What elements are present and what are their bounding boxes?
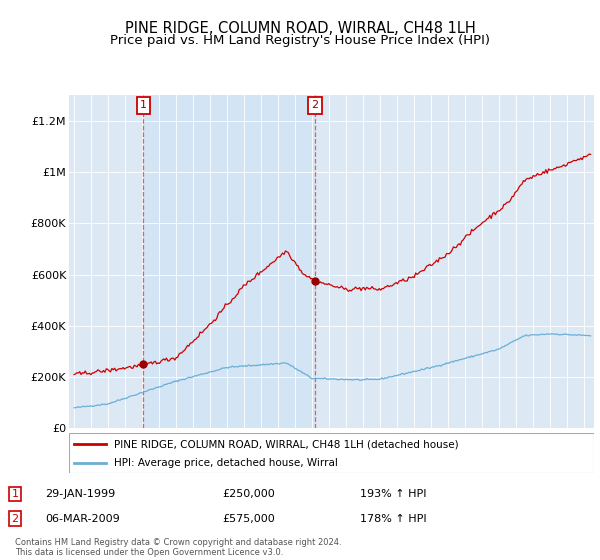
Text: 193% ↑ HPI: 193% ↑ HPI — [360, 489, 427, 499]
Text: £575,000: £575,000 — [222, 514, 275, 524]
Text: 06-MAR-2009: 06-MAR-2009 — [45, 514, 120, 524]
Text: 178% ↑ HPI: 178% ↑ HPI — [360, 514, 427, 524]
Text: PINE RIDGE, COLUMN ROAD, WIRRAL, CH48 1LH: PINE RIDGE, COLUMN ROAD, WIRRAL, CH48 1L… — [125, 21, 475, 36]
Text: 1: 1 — [140, 100, 147, 110]
Text: Contains HM Land Registry data © Crown copyright and database right 2024.
This d: Contains HM Land Registry data © Crown c… — [15, 538, 341, 557]
Text: 1: 1 — [11, 489, 19, 499]
Text: HPI: Average price, detached house, Wirral: HPI: Average price, detached house, Wirr… — [113, 458, 337, 468]
Text: Price paid vs. HM Land Registry's House Price Index (HPI): Price paid vs. HM Land Registry's House … — [110, 34, 490, 46]
Bar — [143, 95, 315, 428]
Text: 2: 2 — [11, 514, 19, 524]
Text: 29-JAN-1999: 29-JAN-1999 — [45, 489, 115, 499]
Text: 2: 2 — [311, 100, 319, 110]
Text: PINE RIDGE, COLUMN ROAD, WIRRAL, CH48 1LH (detached house): PINE RIDGE, COLUMN ROAD, WIRRAL, CH48 1L… — [113, 439, 458, 449]
Text: £250,000: £250,000 — [222, 489, 275, 499]
FancyBboxPatch shape — [69, 433, 594, 473]
